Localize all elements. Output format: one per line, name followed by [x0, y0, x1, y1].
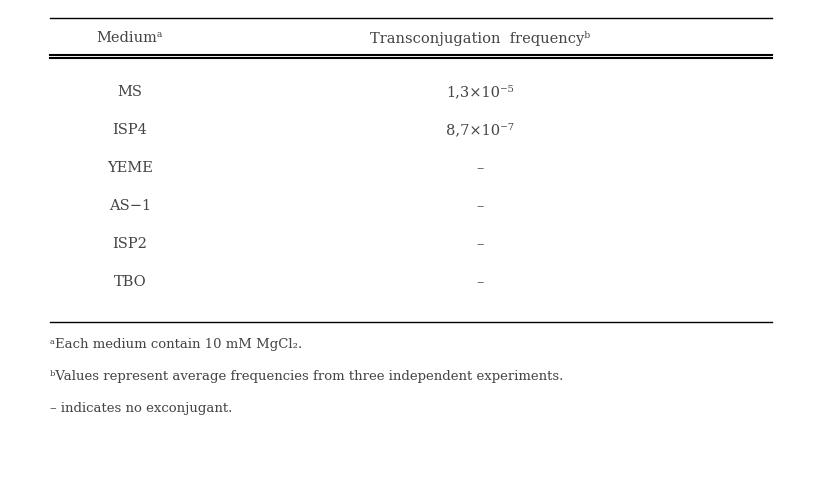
- Text: 8,7×10⁻⁷: 8,7×10⁻⁷: [446, 123, 514, 137]
- Text: –: –: [476, 237, 483, 251]
- Text: ᵇValues represent average frequencies from three independent experiments.: ᵇValues represent average frequencies fr…: [50, 370, 563, 383]
- Text: Transconjugation  frequencyᵇ: Transconjugation frequencyᵇ: [370, 31, 590, 46]
- Text: –: –: [476, 275, 483, 289]
- Text: Mediumᵃ: Mediumᵃ: [97, 31, 164, 45]
- Text: ISP4: ISP4: [113, 123, 147, 137]
- Text: ISP2: ISP2: [113, 237, 147, 251]
- Text: – indicates no exconjugant.: – indicates no exconjugant.: [50, 402, 233, 415]
- Text: ᵃEach medium contain 10 mM MgCl₂.: ᵃEach medium contain 10 mM MgCl₂.: [50, 338, 302, 351]
- Text: YEME: YEME: [107, 161, 153, 175]
- Text: TBO: TBO: [113, 275, 146, 289]
- Text: MS: MS: [118, 85, 142, 99]
- Text: 1,3×10⁻⁵: 1,3×10⁻⁵: [446, 85, 514, 99]
- Text: –: –: [476, 199, 483, 213]
- Text: AS−1: AS−1: [109, 199, 151, 213]
- Text: –: –: [476, 161, 483, 175]
